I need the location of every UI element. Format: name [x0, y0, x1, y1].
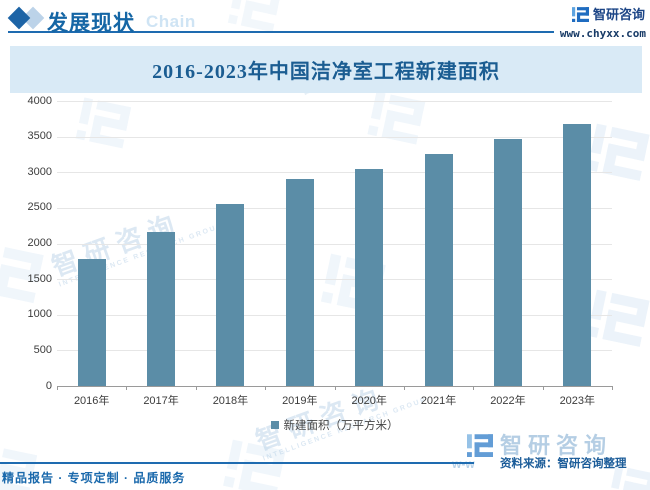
- legend-swatch: [270, 421, 279, 429]
- y-tick-label: 3000: [27, 165, 52, 178]
- brand-logo-icon: [571, 5, 589, 22]
- brand-logo-bottom: 智研咨询: [467, 428, 612, 460]
- y-tick-label: 3500: [27, 130, 52, 143]
- brand-name: 智研咨询: [592, 7, 645, 22]
- x-axis-label: 2018年: [212, 395, 249, 407]
- y-tick-label: 500: [33, 343, 52, 356]
- bar-2017年: [147, 232, 176, 386]
- x-axis-label: 2023年: [559, 395, 596, 407]
- section-title: 发展现状: [47, 12, 135, 35]
- x-tick-mark: [403, 386, 405, 390]
- header: 发展现状 Chain 智研咨询 www.chyxx.com: [0, 0, 650, 45]
- y-tick-label: 1500: [27, 272, 52, 285]
- brand-name: 智研咨询: [500, 433, 613, 458]
- diamond-icon: [7, 6, 45, 33]
- bar-2016年: [77, 259, 106, 386]
- gridline: [57, 136, 612, 138]
- gridline: [57, 101, 612, 102]
- gridline: [57, 172, 612, 174]
- x-tick-mark: [334, 386, 336, 390]
- x-axis-label: 2020年: [351, 395, 387, 407]
- x-tick-mark: [126, 386, 128, 390]
- brand-logo-top: 智研咨询: [571, 4, 645, 23]
- bar-2020年: [355, 168, 384, 386]
- chart-title-band: 2016-2023年中国洁净室工程新建面积: [10, 46, 642, 93]
- x-tick-mark: [542, 386, 544, 390]
- legend-label: 新建面积（万平方米）: [283, 420, 399, 432]
- x-tick-mark: [612, 386, 613, 390]
- y-tick-label: 0: [45, 379, 52, 392]
- x-axis-label: 2017年: [143, 395, 179, 407]
- gridline: [57, 207, 612, 209]
- gridline: [57, 243, 612, 245]
- bar-2019年: [285, 178, 314, 386]
- x-axis-label: 2022年: [490, 395, 526, 407]
- bar-chart: 2016年 2017年 2018年 2019年 2020年 2021年 2022年 2023年…: [0, 94, 650, 432]
- website-url: www.chyxx.com: [559, 27, 646, 40]
- footer-divider: [0, 462, 474, 464]
- x-tick-mark: [473, 386, 475, 390]
- x-tick-mark: [195, 386, 197, 390]
- bar-2023年: [563, 123, 592, 386]
- gridline: [57, 350, 612, 352]
- diamond-dark-icon: [7, 6, 31, 30]
- chart-legend: 新建面积（万平方米）: [57, 417, 612, 433]
- services-tagline: 精品报告 · 专项定制 · 品质服务: [2, 471, 186, 485]
- y-tick-label: 4000: [27, 94, 52, 107]
- bar-2018年: [216, 204, 245, 386]
- x-tick-mark: [265, 386, 267, 390]
- bar-2021年: [424, 154, 453, 386]
- chart-title: 2016-2023年中国洁净室工程新建面积: [152, 61, 500, 83]
- header-divider: [8, 31, 554, 33]
- brand-logo-icon: [467, 431, 493, 457]
- y-tick-label: 2500: [27, 201, 52, 214]
- gridline: [57, 279, 612, 281]
- header-watermark-word: Chain: [146, 12, 196, 31]
- data-source: 资料来源：智研咨询整理: [500, 458, 627, 470]
- x-axis-labels: 2016年 2017年 2018年 2019年 2020年 2021年 2022年 2023年: [57, 392, 612, 408]
- y-tick-label: 2000: [27, 237, 52, 249]
- x-axis-label: 2021年: [420, 395, 457, 407]
- x-tick-mark: [57, 386, 58, 390]
- x-axis-label: 2019年: [282, 395, 318, 407]
- gridline: [57, 314, 612, 316]
- x-axis-label: 2016年: [73, 395, 110, 407]
- plot-area: [57, 101, 613, 390]
- y-tick-label: 1000: [27, 308, 52, 321]
- bar-2022年: [493, 138, 522, 386]
